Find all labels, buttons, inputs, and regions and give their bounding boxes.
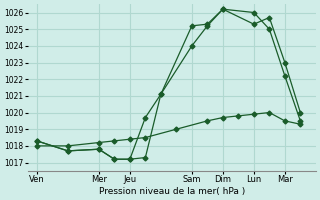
X-axis label: Pression niveau de la mer( hPa ): Pression niveau de la mer( hPa ) xyxy=(99,187,245,196)
